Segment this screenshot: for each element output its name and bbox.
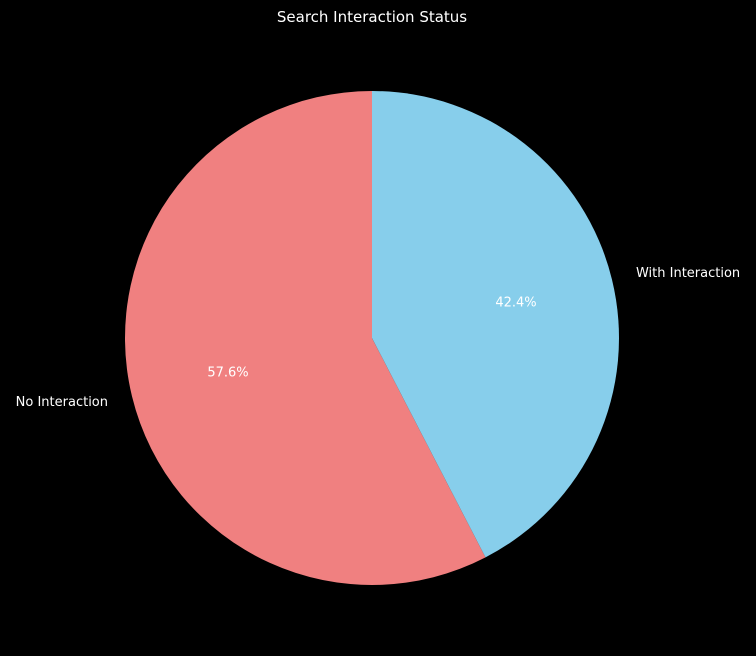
value-labels: 57.6% 42.4%	[207, 295, 536, 380]
slice-labels: No Interaction With Interaction	[16, 266, 741, 410]
pie-slices	[124, 91, 620, 586]
slice-label-with-interaction: With Interaction	[636, 266, 740, 281]
slice-label-no-interaction: No Interaction	[16, 395, 108, 410]
value-label-no-interaction: 57.6%	[207, 366, 248, 381]
chart-title: Search Interaction Status	[277, 8, 467, 26]
pie-slice-with-interaction	[372, 91, 620, 558]
pie-slice-no-interaction	[124, 91, 486, 586]
value-label-with-interaction: 42.4%	[495, 295, 536, 310]
